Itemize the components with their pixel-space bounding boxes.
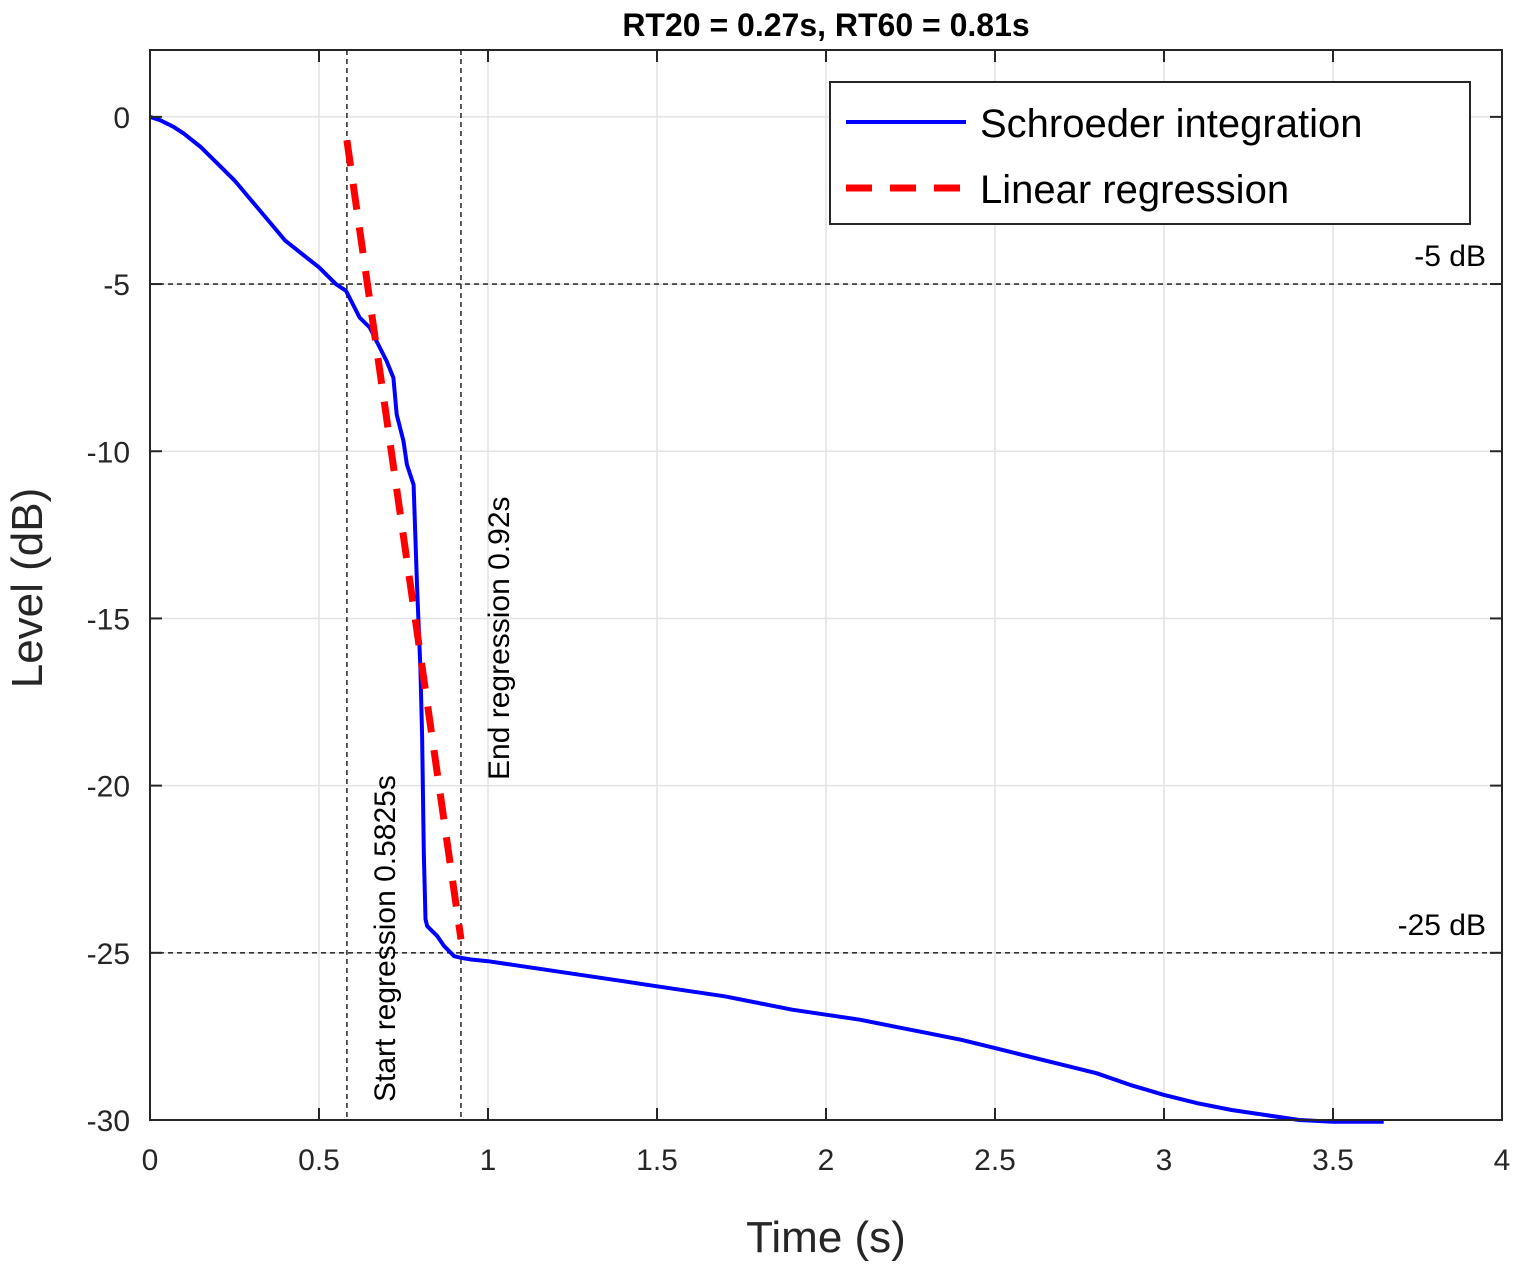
series-layer — [149, 114, 1384, 1124]
annotations: -5 dB -25 dB Start regression 0.5825s End r… — [369, 240, 1486, 1102]
x-tick-label: 0.5 — [298, 1144, 340, 1177]
reference-line-label: -5 dB — [1414, 240, 1486, 273]
x-tick-label: 1 — [480, 1144, 497, 1177]
legend-label: Linear regression — [980, 168, 1289, 212]
y-axis-ticks: -30 -25 -20 -15 -10 -5 0 — [87, 102, 1502, 1138]
chart-title: RT20 = 0.27s, RT60 = 0.81s — [622, 7, 1029, 43]
y-tick-label: -25 — [87, 938, 130, 971]
y-tick-label: -15 — [87, 603, 130, 636]
y-axis-label: Level (dB) — [3, 488, 52, 689]
x-axis-ticks: 0 0.5 1 1.5 2 2.5 3 3.5 4 — [142, 50, 1511, 1177]
x-tick-label: 2.5 — [974, 1144, 1016, 1177]
x-tick-label: 3 — [1156, 1144, 1173, 1177]
y-tick-label: 0 — [113, 102, 130, 135]
x-tick-label: 0 — [142, 1144, 159, 1177]
x-axis-label: Time (s) — [746, 1213, 906, 1262]
series-line-2 — [343, 139, 465, 940]
regression-marker-label: End regression 0.92s — [483, 496, 516, 780]
reference-lines — [150, 50, 1502, 1120]
x-tick-label: 1.5 — [636, 1144, 678, 1177]
regression-marker-label: Start regression 0.5825s — [369, 775, 402, 1102]
y-tick-label: -20 — [87, 771, 130, 804]
series-line-1 — [149, 114, 1384, 1124]
y-tick-label: -30 — [87, 1105, 130, 1138]
reference-line-label: -25 dB — [1398, 909, 1486, 942]
y-tick-label: -10 — [87, 436, 130, 469]
legend-box — [829, 81, 1471, 225]
legend-label: Schroeder integration — [980, 102, 1362, 146]
x-tick-label: 3.5 — [1312, 1144, 1354, 1177]
legend: Schroeder integration Linear regression — [829, 81, 1471, 225]
x-tick-label: 2 — [818, 1144, 835, 1177]
y-tick-label: -5 — [103, 269, 130, 302]
x-tick-label: 4 — [1494, 1144, 1511, 1177]
